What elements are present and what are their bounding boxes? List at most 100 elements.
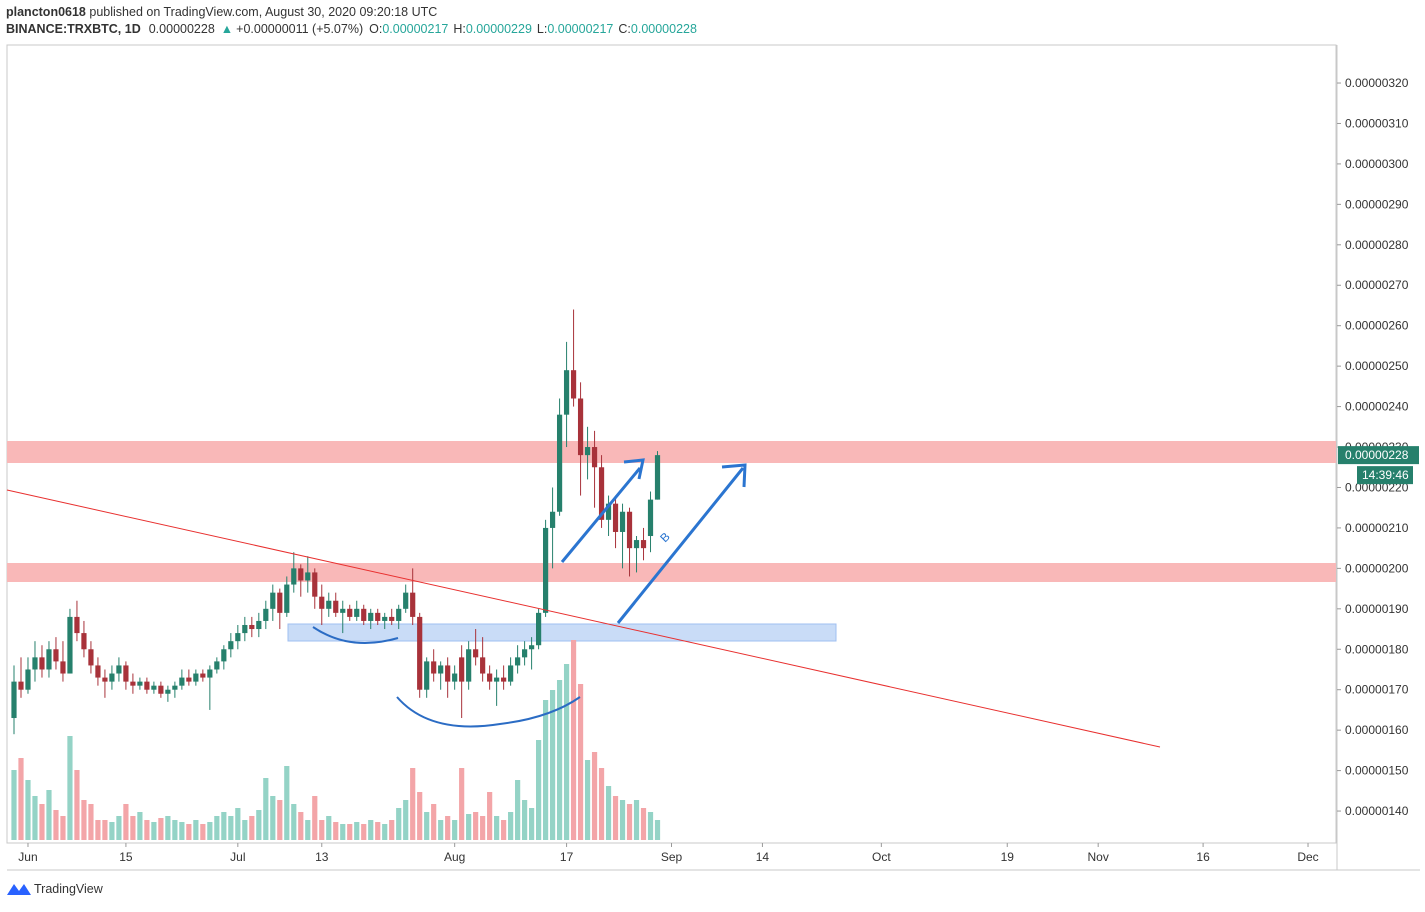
volume-bar [633, 800, 640, 840]
candle-body [32, 657, 38, 670]
candle-body [235, 633, 241, 642]
x-tick-label: Oct [872, 850, 891, 864]
y-tick-label: 0.00000290 [1345, 197, 1409, 211]
curve-bottom [396, 696, 581, 728]
volume-bar [116, 816, 122, 840]
x-tick-label: 16 [1196, 850, 1210, 864]
candle-body [333, 600, 339, 613]
volume-bar [32, 796, 38, 840]
volume-bar [137, 812, 143, 840]
candle-body [570, 370, 577, 399]
volume-bar [151, 822, 157, 840]
candle-body [39, 657, 45, 670]
candle-body [347, 608, 353, 617]
x-tick-label: 14 [756, 850, 770, 864]
volume-bar [340, 824, 346, 840]
up-arrow: ▲ [221, 22, 233, 36]
candle-body [403, 592, 409, 609]
countdown-box [1357, 466, 1413, 485]
x-tick-label: Aug [444, 850, 465, 864]
candle-body [647, 499, 654, 537]
volume-bar [549, 690, 556, 840]
candle-body [459, 657, 465, 682]
candle-body [291, 568, 297, 585]
byline-rest: published on TradingView.com, August 30,… [89, 5, 437, 19]
volume-bar [179, 822, 185, 840]
y-tick-label: 0.00000210 [1345, 521, 1409, 535]
volume-bar [522, 800, 528, 840]
y-tick-label: 0.00000190 [1345, 602, 1409, 616]
volume-bar [480, 816, 486, 840]
candle-body [361, 608, 367, 621]
candles [11, 309, 661, 735]
volume-bar [39, 804, 45, 840]
volume-bar [18, 758, 24, 840]
y-tick-label: 0.00000250 [1345, 359, 1409, 373]
volume-bar [396, 808, 402, 840]
candle-body [256, 620, 262, 630]
candle-body [130, 681, 136, 686]
volume-bar [60, 816, 66, 840]
support-zone [7, 563, 1336, 582]
candle-body [81, 633, 87, 650]
candle-body [46, 649, 52, 670]
candle-body [263, 608, 269, 621]
candle-body [354, 608, 360, 617]
candle-body [200, 673, 206, 678]
candle-body [522, 649, 528, 658]
y-tick-label: 0.00000270 [1345, 278, 1409, 292]
candle-body [319, 596, 325, 609]
candle-body [536, 612, 542, 646]
candle-body [515, 657, 521, 666]
y-tick-label: 0.00000150 [1345, 764, 1409, 778]
symbol: BINANCE:TRXBTC, 1D [6, 22, 141, 36]
volume-bar [186, 824, 192, 840]
y-tick-label: 0.00000180 [1345, 642, 1409, 656]
candle-body [605, 503, 612, 520]
volume-bar [361, 824, 367, 840]
volume-bar [654, 820, 661, 840]
candle-body [95, 665, 101, 678]
arrow-short [560, 458, 645, 563]
y-tick-label: 0.00000140 [1345, 804, 1409, 818]
candle-body [123, 665, 129, 682]
volume-bar [612, 796, 619, 840]
byline: plancton0618 published on TradingView.co… [6, 5, 437, 19]
x-tick-label: 15 [119, 850, 133, 864]
y-tick-label: 0.00000320 [1345, 76, 1409, 90]
volume-bar [200, 824, 206, 840]
change: +0.00000011 (+5.07%) [236, 22, 363, 36]
candle-body [584, 447, 591, 456]
x-tick-label: 19 [1001, 850, 1015, 864]
volume-bar [591, 752, 598, 840]
volume-bar [487, 792, 493, 840]
candle-body [242, 624, 248, 634]
volume-bar [193, 820, 199, 840]
candle-body [137, 681, 143, 686]
volume-bar [605, 786, 612, 840]
x-tick-label: 17 [560, 850, 574, 864]
volume-bar [459, 768, 465, 840]
trend-line [6, 489, 1161, 748]
candle-body [494, 677, 500, 682]
volume-bar [144, 820, 150, 840]
volume-bar [130, 816, 136, 840]
volume-bar [501, 820, 507, 840]
volume-bar [235, 808, 241, 840]
candle-body [508, 665, 514, 682]
candle-body [389, 616, 395, 621]
candle-body [88, 649, 94, 666]
x-tick-label: Jul [230, 850, 245, 864]
volume-bar [542, 700, 549, 840]
volume-bar [431, 804, 437, 840]
candle-body [542, 527, 549, 613]
candle-body [633, 540, 640, 549]
candle-body [228, 641, 234, 650]
volume-bar [536, 740, 542, 840]
candle-body [207, 669, 213, 678]
candle-body [619, 511, 626, 532]
volume-bar [11, 770, 17, 840]
volume-bar [508, 812, 514, 840]
volume-bar [123, 804, 129, 840]
y-tick-label: 0.00000280 [1345, 238, 1409, 252]
